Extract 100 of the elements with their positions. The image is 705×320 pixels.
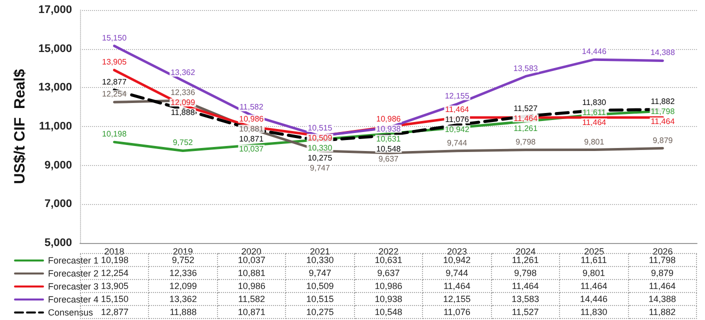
data-label: 13,905 xyxy=(100,281,128,291)
data-label: 12,336 xyxy=(148,266,218,280)
legend-label: Forecaster 3 xyxy=(48,282,99,292)
data-label: 11,582 xyxy=(217,292,286,306)
data-label: 11,798 xyxy=(628,254,696,266)
text: 11,888 xyxy=(170,108,195,118)
text: 11,261 xyxy=(514,124,538,133)
data-label: 10,938 xyxy=(354,292,423,306)
data-label: 11,076 xyxy=(422,306,492,318)
text: 13,583 xyxy=(513,64,538,73)
y-tick-label: 7,000 xyxy=(44,198,72,210)
data-label: 12,155 xyxy=(422,292,492,306)
data-label: 11,464 xyxy=(491,280,560,292)
text: 11,582 xyxy=(239,102,264,112)
data-label: 10,631 xyxy=(354,254,423,266)
legend-label: Forecaster 1 xyxy=(48,256,99,266)
data-label: 10,515 xyxy=(286,292,354,306)
data-label: 9,798 xyxy=(491,266,560,280)
data-label: 15,150 xyxy=(100,294,128,304)
text: 10,275 xyxy=(308,153,332,162)
data-label: 10,548 xyxy=(354,306,423,318)
data-label: 11,464 xyxy=(422,280,492,292)
text: 10,871 xyxy=(239,134,264,144)
y-tick-label: 13,000 xyxy=(38,82,72,94)
y-axis-title: US$/t CIF Real$ xyxy=(11,68,28,184)
text: 12,336 xyxy=(170,88,196,98)
y-tick-label: 5,000 xyxy=(44,237,72,249)
data-label: 13,362 xyxy=(148,292,218,306)
data-label: 11,464 xyxy=(560,280,628,292)
data-label: 10,275 xyxy=(286,306,354,318)
text: 14,388 xyxy=(650,48,675,58)
data-label: 10,871 xyxy=(217,306,286,318)
text: 9,801 xyxy=(584,137,604,146)
data-label: 9,879 xyxy=(628,266,696,280)
text: 12,099 xyxy=(170,98,196,108)
text: 10,548 xyxy=(376,144,401,154)
data-label: 9,752 xyxy=(148,254,218,266)
y-tick-label: 11,000 xyxy=(38,120,72,132)
y-tick-label: 15,000 xyxy=(38,42,72,55)
data-label: 13,583 xyxy=(491,292,560,306)
text: 13,362 xyxy=(170,68,196,78)
data-label: 10,881 xyxy=(217,266,286,280)
data-label: 10,198 xyxy=(100,255,128,265)
data-label: 10,330 xyxy=(286,254,354,266)
text: 10,986 xyxy=(239,114,264,124)
text: 11,464 xyxy=(650,116,675,126)
text: 9,747 xyxy=(310,163,330,172)
text: 9,752 xyxy=(172,138,193,148)
text: 13,905 xyxy=(102,58,127,67)
data-label: 10,986 xyxy=(217,280,286,292)
text: 9,879 xyxy=(652,136,673,145)
data-label: 12,099 xyxy=(148,280,218,292)
data-label: 14,446 xyxy=(560,292,628,306)
data-label: 11,261 xyxy=(491,254,560,266)
data-label: 9,747 xyxy=(286,266,354,280)
text: 9,798 xyxy=(516,137,536,146)
text: 11,611 xyxy=(582,108,606,117)
legend-label: Consensus xyxy=(48,308,94,318)
data-label: 14,388 xyxy=(628,292,696,306)
text: 14,446 xyxy=(582,47,606,56)
data-label: 11,611 xyxy=(560,254,628,266)
text: 12,155 xyxy=(444,92,470,101)
data-label: 9,744 xyxy=(422,266,492,280)
data-label: 11,882 xyxy=(628,306,696,318)
legend-label: Forecaster 2 xyxy=(48,268,99,278)
data-label: 11,888 xyxy=(148,306,218,318)
y-tick-label: 9,000 xyxy=(44,159,72,172)
data-label: 11,464 xyxy=(628,280,696,292)
text: 12,254 xyxy=(102,90,127,99)
data-label: 9,637 xyxy=(354,266,423,280)
data-label: 11,527 xyxy=(491,306,560,318)
text: 10,942 xyxy=(444,124,470,134)
data-label: 12,877 xyxy=(100,307,128,317)
text: 10,509 xyxy=(308,133,332,142)
text: 11,882 xyxy=(650,96,675,106)
y-tick-label: 17,000 xyxy=(38,4,72,16)
data-label: 10,986 xyxy=(354,280,423,292)
text: 10,986 xyxy=(376,114,401,124)
data-label: 9,801 xyxy=(560,266,628,280)
x-tick-label: 2026 xyxy=(652,246,673,256)
data-label: 10,509 xyxy=(286,280,354,292)
text: 9,637 xyxy=(378,154,399,164)
text: 10,631 xyxy=(376,134,401,144)
text: 10,198 xyxy=(102,130,127,139)
data-label: 10,037 xyxy=(217,254,286,266)
text: 15,150 xyxy=(102,33,127,42)
text: 10,037 xyxy=(239,144,264,154)
text: 11,527 xyxy=(514,104,538,113)
x-tick-label: 2024 xyxy=(516,246,536,256)
data-label: 11,830 xyxy=(560,306,628,318)
text: 9,744 xyxy=(447,138,468,148)
text: 10,330 xyxy=(308,143,332,152)
text: 11,464 xyxy=(582,118,606,127)
data-label: 12,254 xyxy=(100,268,128,278)
text: 11,830 xyxy=(582,98,606,107)
data-label: 10,942 xyxy=(422,254,492,266)
text: 11,076 xyxy=(445,114,469,124)
text: 10,515 xyxy=(308,123,332,132)
text: 11,464 xyxy=(445,104,469,114)
legend-label: Forecaster 4 xyxy=(48,294,99,304)
